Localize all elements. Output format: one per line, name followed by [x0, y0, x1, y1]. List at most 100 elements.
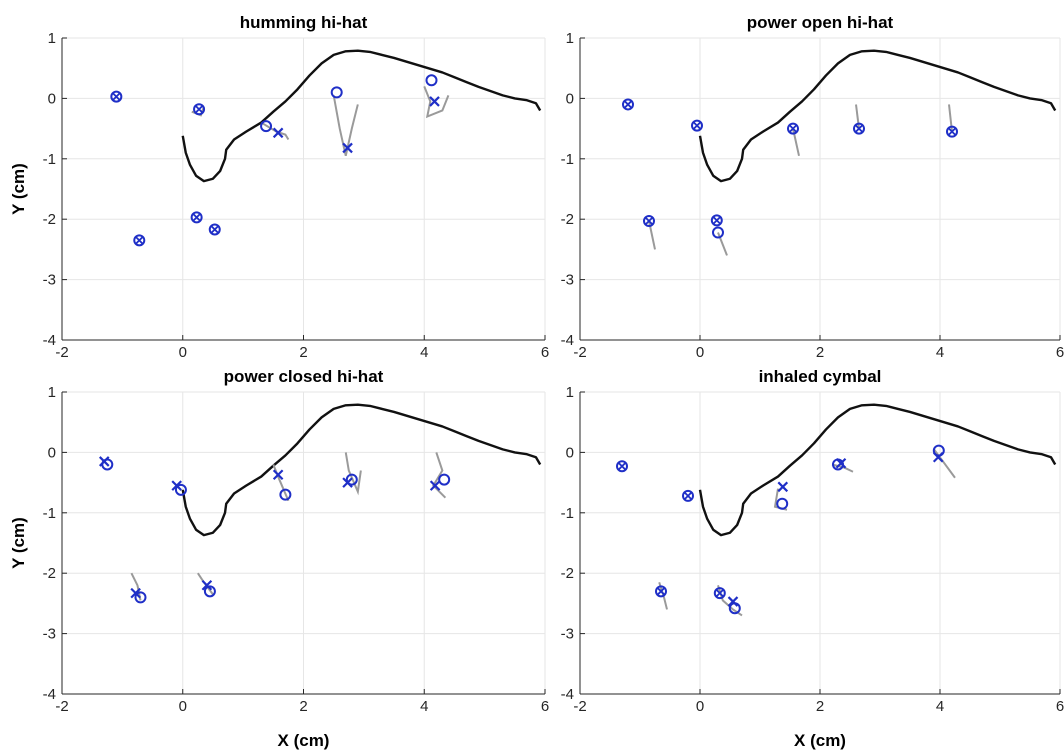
x-tick-label: 4	[420, 698, 428, 715]
circle-marker	[203, 585, 216, 598]
crossed-marker	[656, 587, 666, 596]
y-tick-label: 0	[48, 90, 56, 107]
circle-marker	[682, 489, 694, 502]
x-tick-label: -2	[55, 698, 68, 715]
x-marker	[429, 480, 441, 491]
circle-marker	[110, 90, 123, 103]
x-marker	[272, 469, 284, 481]
x-marker	[342, 142, 353, 154]
y-tick-label: 1	[48, 384, 56, 401]
y-tick-label: 1	[566, 30, 574, 47]
y-axis-title: Y (cm)	[9, 517, 28, 569]
y-tick-label: -2	[561, 565, 574, 582]
circle-marker	[853, 122, 865, 135]
crossed-marker	[194, 105, 204, 114]
crossed-marker	[210, 225, 219, 234]
panel-1: -2 0 2 4 6 -4 -3 -2 -1 0 1 power open hi-hat	[561, 13, 1064, 361]
circle-marker	[208, 223, 221, 236]
crossed-marker	[112, 92, 121, 101]
circle-marker	[622, 98, 634, 111]
crossed-marker	[135, 236, 144, 245]
x-tick-label: -2	[55, 344, 68, 361]
x-tick-label: 6	[1056, 698, 1064, 715]
x-tick-label: -2	[573, 344, 586, 361]
y-tick-label: -3	[43, 272, 56, 289]
circle-marker	[713, 587, 726, 600]
circle-marker	[174, 483, 187, 496]
y-tick-label: 1	[566, 384, 574, 401]
circle-marker	[712, 226, 724, 239]
crossed-marker	[617, 462, 627, 471]
panel-title: humming hi-hat	[240, 13, 368, 32]
trajectory-trace	[332, 95, 359, 156]
x-marker	[130, 587, 141, 599]
circle-marker	[133, 234, 146, 247]
y-tick-label: -4	[43, 332, 56, 349]
x-axis-title: X (cm)	[278, 731, 330, 750]
y-tick-label: -4	[561, 332, 574, 349]
tract-outline	[181, 49, 542, 183]
circle-marker	[193, 103, 206, 116]
circle-marker	[643, 215, 655, 228]
x-marker	[98, 456, 110, 467]
y-tick-label: 0	[566, 90, 574, 107]
circle-marker	[190, 211, 203, 224]
x-tick-label: 0	[179, 698, 187, 715]
crossed-marker	[683, 491, 693, 501]
x-marker	[201, 580, 213, 591]
circle-marker	[345, 473, 358, 486]
tract-outline	[181, 403, 542, 537]
x-tick-label: 0	[696, 344, 704, 361]
circle-marker	[691, 119, 703, 132]
circle-marker	[279, 488, 292, 501]
y-tick-label: -3	[561, 272, 574, 289]
circle-marker	[946, 125, 958, 138]
y-tick-label: 0	[566, 444, 574, 461]
x-tick-label: 2	[299, 344, 307, 361]
trajectory-trace	[432, 452, 447, 499]
y-tick-label: 1	[48, 30, 56, 47]
panel-0: -2 0 2 4 6 -4 -3 -2 -1 0 1 humming hi-hat Y (cm)	[9, 13, 549, 361]
crossed-marker	[692, 121, 702, 130]
circle-marker	[438, 473, 451, 486]
trajectory-trace	[272, 464, 290, 502]
crossed-marker	[715, 588, 724, 598]
circle-marker	[330, 86, 343, 99]
circle-marker	[425, 74, 438, 87]
crossed-marker	[712, 216, 721, 225]
trajectory-trace	[344, 452, 362, 496]
crossed-marker	[854, 124, 864, 133]
x-tick-label: 0	[179, 344, 187, 361]
x-tick-label: 4	[936, 698, 944, 715]
y-tick-label: -2	[43, 565, 56, 582]
tract-outline	[698, 49, 1057, 183]
panel-title: power closed hi-hat	[224, 367, 384, 386]
panel-title: inhaled cymbal	[759, 367, 882, 386]
y-tick-label: -1	[43, 151, 56, 168]
x-marker	[932, 451, 944, 463]
x-marker	[171, 480, 182, 491]
x-tick-label: 0	[696, 698, 704, 715]
x-tick-label: 6	[1056, 344, 1064, 361]
y-tick-label: -4	[43, 686, 56, 703]
y-tick-label: -4	[561, 686, 574, 703]
crossed-marker	[947, 127, 957, 136]
x-marker	[429, 96, 440, 107]
x-marker	[272, 127, 284, 139]
circle-marker	[776, 497, 789, 510]
circle-marker	[655, 585, 667, 598]
circle-marker	[260, 120, 273, 133]
x-tick-label: 6	[541, 698, 549, 715]
x-tick-label: -2	[573, 698, 586, 715]
circle-marker	[787, 122, 799, 135]
x-marker	[727, 596, 739, 607]
crossed-marker	[623, 100, 633, 109]
circle-marker	[134, 591, 147, 604]
panel-2: -2 0 2 4 6 -4 -3 -2 -1 0 1 power closed hi-hat Y (cm…	[9, 367, 549, 750]
y-tick-label: -3	[43, 626, 56, 643]
x-marker	[835, 457, 847, 469]
trajectory-trace	[130, 572, 142, 601]
x-tick-label: 2	[816, 344, 824, 361]
panel-3: -2 0 2 4 6 -4 -3 -2 -1 0 1 inhaled cymbal X (cm)	[561, 367, 1064, 750]
